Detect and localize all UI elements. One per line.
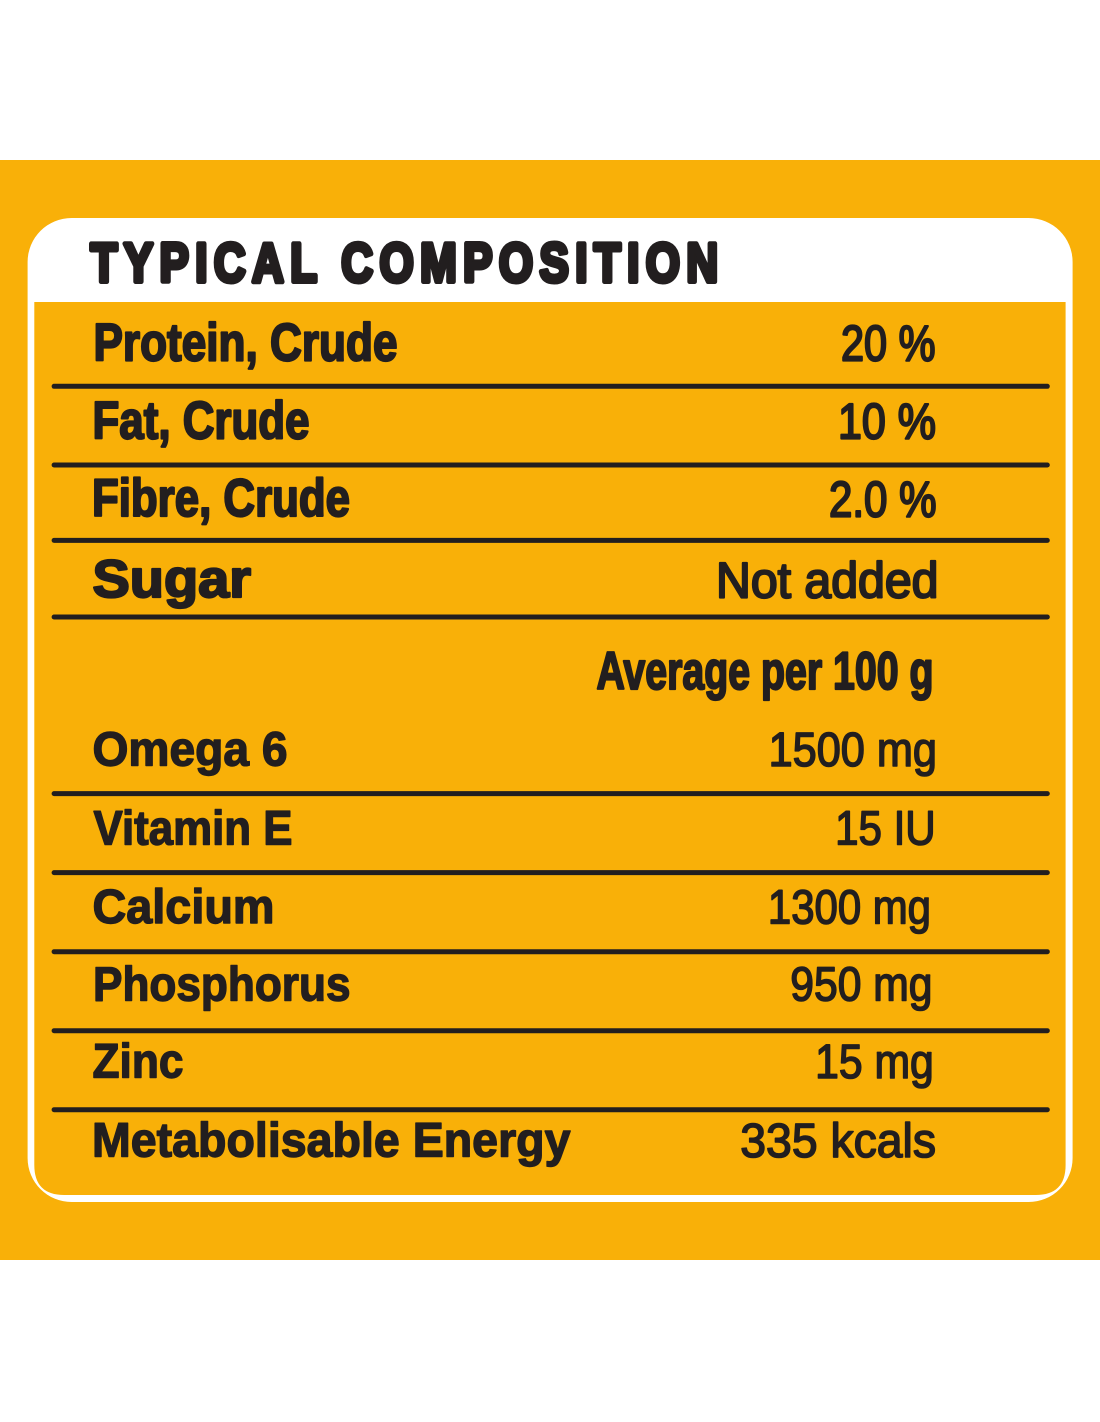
- svg-text:2.0 %: 2.0 %: [829, 471, 937, 527]
- svg-text:15 IU: 15 IU: [835, 802, 936, 856]
- svg-text:Calcium: Calcium: [93, 880, 275, 934]
- svg-text:Omega 6: Omega 6: [93, 723, 288, 777]
- svg-text:1300 mg: 1300 mg: [768, 880, 931, 934]
- svg-text:Vitamin E: Vitamin E: [94, 801, 293, 855]
- svg-text:Sugar: Sugar: [93, 550, 252, 609]
- svg-text:Phosphorus: Phosphorus: [93, 957, 351, 1011]
- svg-text:Average per 100 g: Average per 100 g: [597, 642, 934, 701]
- svg-text:335 kcals: 335 kcals: [740, 1114, 936, 1168]
- svg-text:Not added: Not added: [716, 552, 939, 608]
- svg-text:15 mg: 15 mg: [815, 1035, 934, 1089]
- svg-text:Zinc: Zinc: [93, 1035, 184, 1089]
- svg-text:950 mg: 950 mg: [790, 958, 932, 1012]
- svg-text:Protein, Crude: Protein, Crude: [94, 313, 398, 372]
- svg-text:TYPICAL COMPOSITION: TYPICAL COMPOSITION: [91, 232, 725, 294]
- svg-text:10 %: 10 %: [838, 394, 936, 450]
- svg-text:1500 mg: 1500 mg: [769, 723, 937, 777]
- svg-text:20 %: 20 %: [841, 316, 936, 372]
- svg-text:Metabolisable Energy: Metabolisable Energy: [92, 1114, 571, 1168]
- svg-text:Fat, Crude: Fat, Crude: [93, 391, 310, 450]
- svg-text:Fibre, Crude: Fibre, Crude: [92, 469, 350, 528]
